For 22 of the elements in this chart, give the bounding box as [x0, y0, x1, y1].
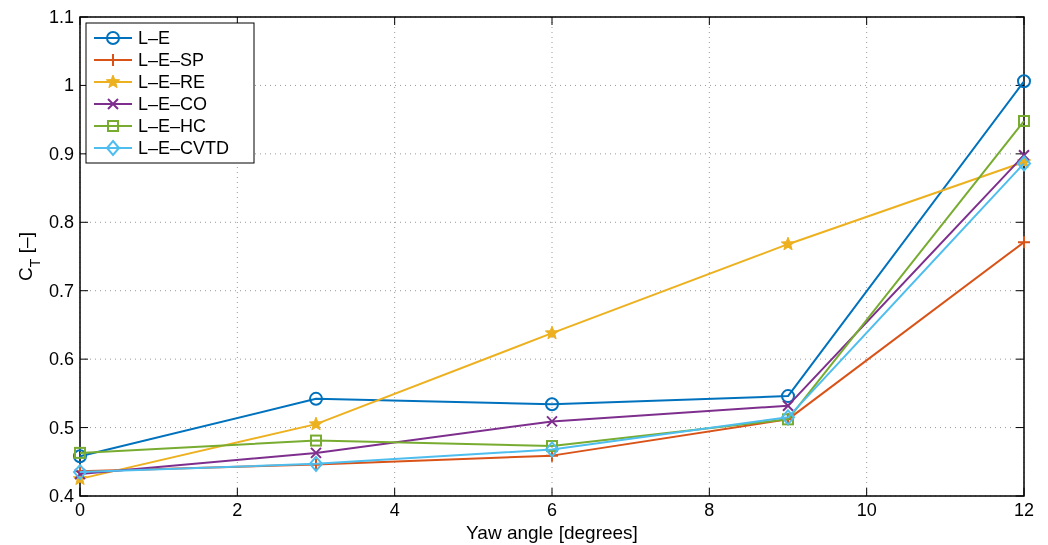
y-tick-label: 0.4	[48, 486, 74, 506]
y-tick-label: 1.1	[48, 7, 74, 27]
y-tick-label: 0.8	[48, 212, 74, 233]
y-tick-label: 0.5	[48, 417, 74, 438]
x-tick-label: 6	[546, 500, 558, 520]
legend-label: L–E–HC	[138, 116, 207, 136]
y-tick-label: 0.9	[48, 143, 74, 164]
x-tick-label: 10	[856, 500, 877, 520]
legend-label: L–E–RE	[138, 72, 206, 92]
x-tick-label: 8	[704, 500, 715, 520]
x-tick-label: 0	[74, 500, 86, 520]
x-tick-label: 2	[232, 500, 243, 520]
x-axis-title: Yaw angle [degrees]	[466, 522, 638, 543]
legend-label: L–E	[138, 28, 171, 48]
legend-label: L–E–CO	[138, 94, 208, 114]
legend-label: L–E–SP	[138, 50, 205, 70]
x-tick-label: 4	[389, 500, 400, 520]
y-tick-label: 1	[63, 75, 74, 96]
y-tick-label: 0.7	[48, 280, 74, 301]
legend-label: L–E–CVTD	[138, 138, 230, 158]
x-tick-label: 12	[1013, 500, 1035, 520]
y-tick-label: 0.6	[48, 349, 74, 370]
